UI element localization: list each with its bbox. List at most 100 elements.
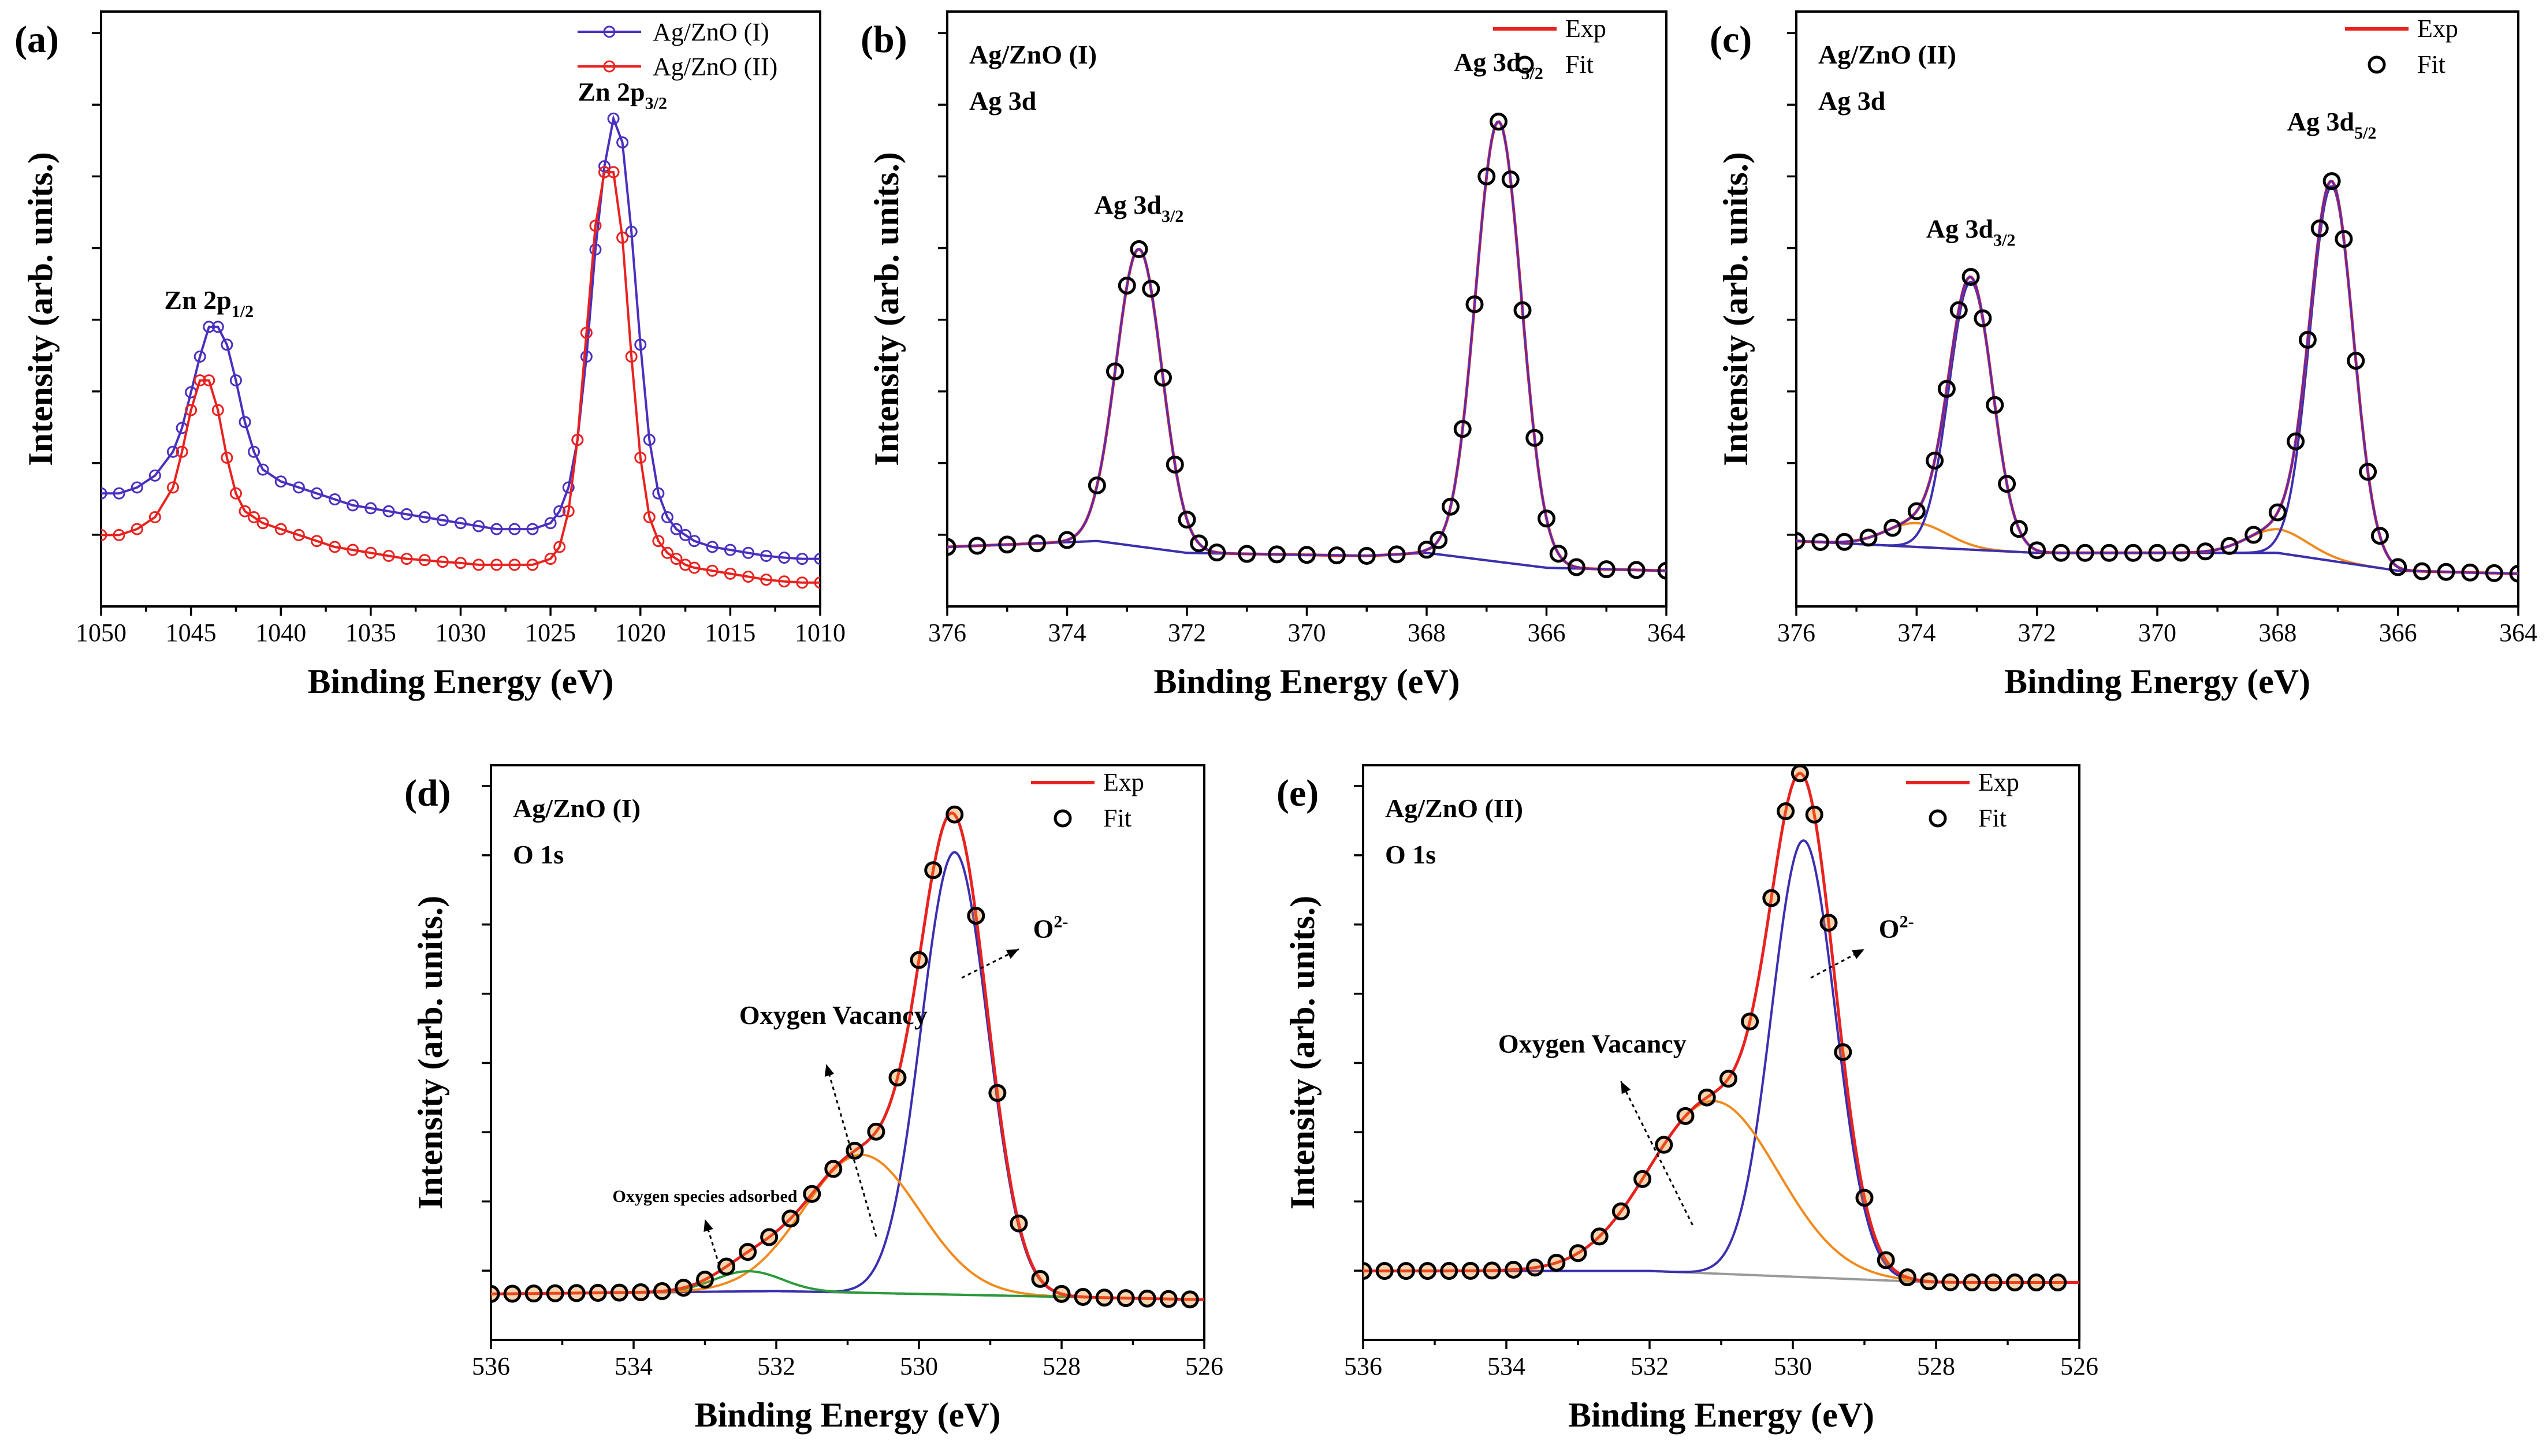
fit-component-2 <box>1796 185 2518 575</box>
component-label-adsorbed: Oxygen species adsorbed <box>612 1187 797 1206</box>
fit-component-2 <box>491 1153 1204 1301</box>
y-axis-label: Intensity (arb. units.) <box>21 152 59 466</box>
y-axis-label: Intensity (arb. units.) <box>1717 152 1755 466</box>
data-point <box>418 511 431 523</box>
peak-label: Zn 2p3/2 <box>578 77 667 113</box>
legend-label: Ag/ZnO (I) <box>653 18 769 46</box>
x-tick-label: 374 <box>1048 619 1086 647</box>
fit-point <box>2124 543 2142 562</box>
data-point <box>185 404 198 416</box>
fit-point <box>739 1243 757 1261</box>
peak-label: Ag 3d3/2 <box>1095 190 1184 226</box>
x-tick-label: 1010 <box>795 619 846 647</box>
arrow-o2-head <box>1006 949 1019 959</box>
fit-point <box>1549 545 1568 563</box>
arrow-o2-head <box>1852 949 1864 959</box>
data-point <box>418 554 431 567</box>
data-point <box>625 225 638 238</box>
data-point <box>598 166 611 178</box>
x-tick-label: 376 <box>1777 619 1815 647</box>
x-tick-label: 1020 <box>615 619 666 647</box>
x-tick-label: 530 <box>1774 1352 1812 1380</box>
fit-point <box>1387 545 1406 564</box>
x-axis-label: Binding Energy (eV) <box>2004 662 2310 701</box>
x-tick-label: 1035 <box>345 619 396 647</box>
data-point <box>652 535 665 548</box>
fit-point <box>968 537 987 555</box>
data-point <box>589 219 602 232</box>
fit-point <box>2220 537 2239 555</box>
fit-point <box>1961 267 1980 286</box>
y-axis-label: Intensity (arb. units.) <box>868 152 906 466</box>
fit-point <box>1998 475 2016 493</box>
legend-exp-label: Exp <box>1103 768 1144 796</box>
panel-title: Ag/ZnO (II) <box>1385 794 1523 823</box>
x-tick-label: 1050 <box>76 619 126 647</box>
fit-point <box>1327 546 1346 565</box>
fit-point <box>1937 379 1956 398</box>
fit-point <box>1676 1107 1695 1125</box>
data-point <box>724 567 736 580</box>
fit-point <box>1238 545 1256 563</box>
fit-component-1 <box>1796 281 2518 575</box>
data-point <box>455 517 467 530</box>
fit-point <box>2389 558 2407 576</box>
fit-point <box>1538 509 1555 528</box>
fit-point <box>1941 1273 1960 1291</box>
data-point <box>211 321 224 333</box>
data-point <box>742 571 754 583</box>
data-point <box>706 564 719 577</box>
fit-point <box>1461 1261 1480 1280</box>
data-point <box>256 517 269 530</box>
data-point <box>634 452 647 464</box>
panel-subtitle: O 1s <box>1385 840 1436 869</box>
fit-component-2 <box>1363 1100 2079 1284</box>
data-point <box>167 481 179 494</box>
data-point <box>616 231 629 244</box>
fit-point <box>589 1284 607 1302</box>
fit-point <box>524 1284 543 1303</box>
fit-point <box>2268 503 2287 522</box>
fit-point <box>2148 543 2167 562</box>
x-tick-label: 366 <box>1528 619 1566 647</box>
data-point <box>526 558 539 571</box>
data-point <box>778 552 791 564</box>
x-axis-label: Binding Energy (eV) <box>1153 662 1460 701</box>
plot-area <box>1363 765 2079 1291</box>
fit-point <box>2009 520 2028 538</box>
component-label-vacancy: Oxygen Vacancy <box>1498 1029 1687 1059</box>
data-point <box>643 511 656 523</box>
fit-point <box>1363 1262 1372 1280</box>
data-point <box>256 463 269 476</box>
fit-point <box>1501 170 1520 189</box>
fit-point <box>846 1141 864 1160</box>
fit-point <box>653 1282 671 1301</box>
data-point <box>274 475 287 488</box>
data-point <box>508 523 521 535</box>
data-point <box>113 528 125 541</box>
data-point <box>472 558 485 571</box>
x-tick-label: 368 <box>1408 619 1446 647</box>
fit-point <box>946 805 964 824</box>
panel-title: Ag/ZnO (II) <box>1818 40 1956 69</box>
fit-point <box>1547 1253 1566 1272</box>
legend-label: Ag/ZnO (II) <box>653 53 777 81</box>
plot-area <box>947 113 1666 580</box>
data-point <box>490 523 503 535</box>
data-point <box>814 553 820 565</box>
arrow-vacancy <box>1620 1081 1693 1226</box>
fit-component-2 <box>947 120 1666 572</box>
fit-point <box>1855 1189 1874 1207</box>
component-label-o2: O2- <box>1033 913 1069 944</box>
fit-point <box>567 1284 586 1302</box>
fit-point <box>1926 451 1944 470</box>
data-point <box>167 445 179 458</box>
data-point <box>131 481 143 494</box>
fit-point <box>1834 1043 1852 1062</box>
component-label-vacancy: Oxygen Vacancy <box>739 1000 928 1030</box>
data-point <box>760 549 773 562</box>
fit-point <box>2509 564 2518 583</box>
data-point <box>562 505 575 517</box>
fit-component-1 <box>491 851 1204 1301</box>
